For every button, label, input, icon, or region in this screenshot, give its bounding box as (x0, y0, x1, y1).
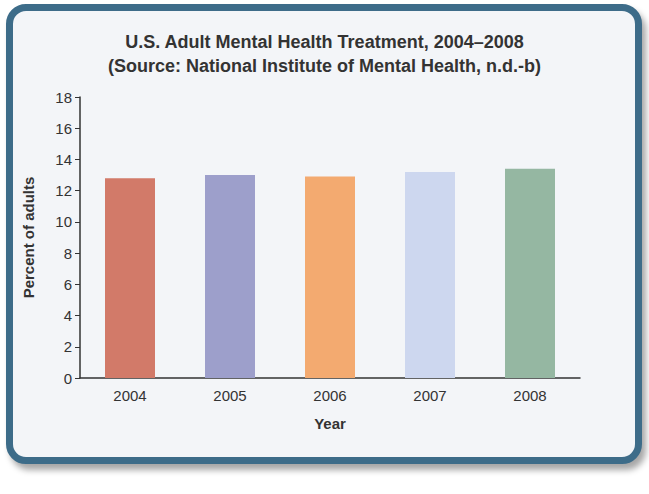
svg-text:8: 8 (64, 245, 72, 262)
svg-text:2006: 2006 (313, 387, 346, 404)
svg-text:Percent of adults: Percent of adults (20, 177, 37, 299)
svg-text:16: 16 (55, 120, 72, 137)
svg-text:14: 14 (55, 151, 72, 168)
svg-text:2004: 2004 (113, 387, 146, 404)
svg-text:4: 4 (64, 307, 72, 324)
svg-text:2005: 2005 (213, 387, 246, 404)
svg-text:U.S. Adult Mental Health Treat: U.S. Adult Mental Health Treatment, 2004… (125, 32, 523, 52)
svg-text:12: 12 (55, 182, 72, 199)
svg-text:(Source: National Institute of: (Source: National Institute of Mental He… (108, 56, 541, 76)
svg-text:2008: 2008 (513, 387, 546, 404)
svg-text:2007: 2007 (413, 387, 446, 404)
svg-text:6: 6 (64, 276, 72, 293)
svg-text:18: 18 (55, 89, 72, 106)
svg-text:2: 2 (64, 338, 72, 355)
svg-text:0: 0 (64, 370, 72, 387)
svg-text:Year: Year (314, 415, 346, 432)
svg-text:10: 10 (55, 213, 72, 230)
